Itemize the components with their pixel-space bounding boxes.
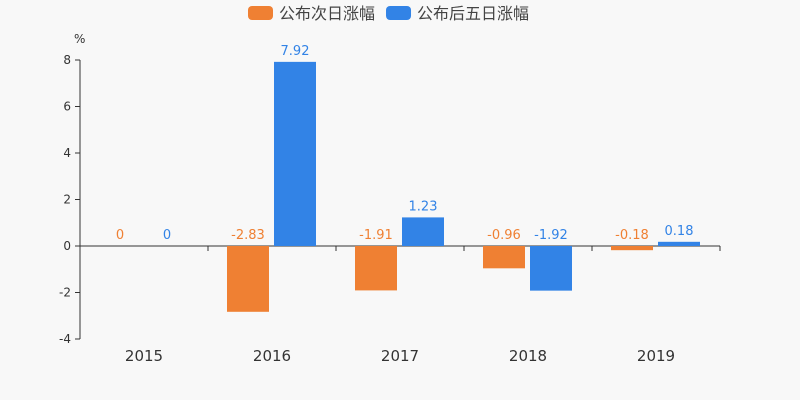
x-tick-label: 2018 <box>509 347 547 365</box>
bar-next-day <box>227 246 269 312</box>
y-unit-label: % <box>74 32 85 46</box>
bar-five-day <box>402 217 444 246</box>
bar-next-day <box>611 246 653 251</box>
data-label: 0.18 <box>665 224 694 239</box>
legend-label[interactable]: 公布后五日涨幅 <box>417 4 529 23</box>
x-tick-label: 2019 <box>637 347 675 365</box>
x-tick-label: 2016 <box>253 347 291 365</box>
y-tick-label: -2 <box>59 286 71 300</box>
bar-next-day <box>355 246 397 291</box>
bar-five-day <box>530 246 572 291</box>
legend-swatch[interactable] <box>248 6 273 20</box>
x-tick-label: 2015 <box>125 347 163 365</box>
data-label: -2.83 <box>231 228 265 243</box>
data-label: 7.92 <box>281 44 310 59</box>
bar-five-day <box>658 241 700 246</box>
data-label: -0.96 <box>487 228 521 243</box>
bar-five-day <box>274 61 316 246</box>
data-label: -0.18 <box>615 228 649 243</box>
y-tick-label: 0 <box>63 239 71 253</box>
y-tick-label: 2 <box>63 193 71 207</box>
y-tick-label: -4 <box>59 332 71 346</box>
data-label: 1.23 <box>409 199 438 214</box>
data-label: 0 <box>116 228 124 243</box>
data-label: -1.91 <box>359 228 393 243</box>
y-tick-label: 4 <box>63 146 71 160</box>
legend-label[interactable]: 公布次日涨幅 <box>279 4 375 23</box>
legend: 公布次日涨幅 公布后五日涨幅 <box>248 4 529 23</box>
data-label: 0 <box>163 228 171 243</box>
legend-swatch[interactable] <box>386 6 412 20</box>
x-tick-label: 2017 <box>381 347 419 365</box>
bar-next-day <box>483 246 525 269</box>
data-label: -1.92 <box>534 228 568 243</box>
y-tick-label: 6 <box>63 100 71 114</box>
y-tick-label: 8 <box>63 53 71 67</box>
